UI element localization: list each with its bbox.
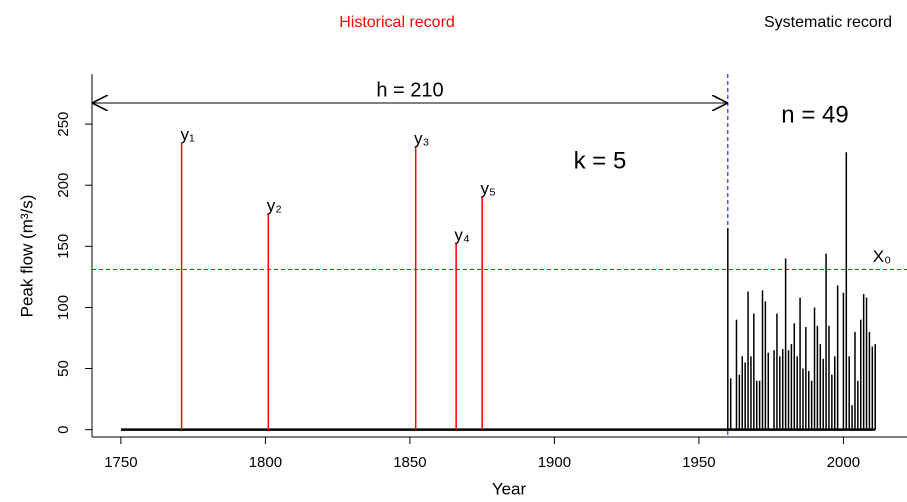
historical-title: Historical record bbox=[339, 14, 455, 31]
x-tick-label: 1850 bbox=[393, 454, 426, 471]
y-tick-label: 250 bbox=[55, 112, 72, 137]
k-label: k = 5 bbox=[574, 147, 627, 174]
y-tick-label: 0 bbox=[55, 425, 72, 433]
n-label: n = 49 bbox=[781, 101, 848, 128]
x-tick-label: 2000 bbox=[827, 454, 860, 471]
y-axis-label: Peak flow (m³/s) bbox=[17, 195, 36, 318]
historical-label: y₄ bbox=[454, 225, 470, 244]
y-tick-label: 150 bbox=[55, 234, 72, 259]
threshold-label: X₀ bbox=[873, 247, 891, 266]
historical-label: y₁ bbox=[180, 125, 195, 144]
historical-label: y₂ bbox=[267, 196, 282, 215]
historical-label: y₃ bbox=[414, 129, 429, 148]
x-axis-label: Year bbox=[492, 479, 527, 498]
y-tick-label: 100 bbox=[55, 295, 72, 320]
systematic-title: Systematic record bbox=[764, 14, 892, 31]
x-tick-label: 1900 bbox=[538, 454, 571, 471]
x-tick-label: 1800 bbox=[249, 454, 282, 471]
x-tick-label: 1950 bbox=[682, 454, 715, 471]
x-tick-label: 1750 bbox=[104, 454, 137, 471]
y-tick-label: 200 bbox=[55, 173, 72, 198]
h-label: h = 210 bbox=[376, 79, 443, 101]
historical-label: y₅ bbox=[480, 179, 495, 198]
y-tick-label: 50 bbox=[55, 360, 72, 377]
